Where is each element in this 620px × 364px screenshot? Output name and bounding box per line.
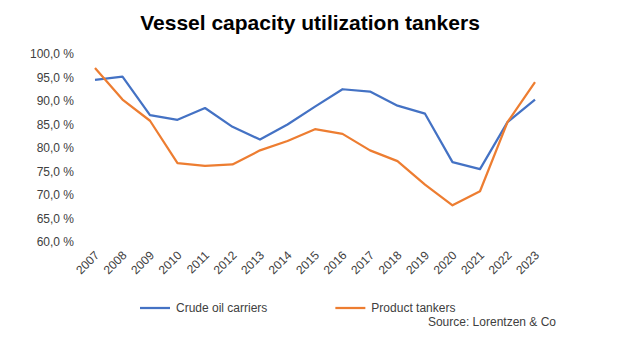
x-tick-label: 2017 (348, 248, 377, 277)
series-line (95, 77, 535, 170)
x-tick-label: 2011 (184, 248, 212, 276)
x-tick-label: 2023 (513, 248, 542, 277)
x-tick-label: 2021 (458, 248, 487, 277)
x-tick-label: 2019 (403, 248, 432, 277)
x-tick-label: 2008 (101, 248, 130, 277)
chart: Vessel capacity utilization tankers 60,0 … (0, 0, 620, 364)
series-line (95, 68, 535, 205)
x-tick-label: 2016 (321, 248, 350, 277)
x-tick-label: 2020 (431, 248, 460, 277)
x-tick-label: 2022 (486, 248, 515, 277)
x-tick-label: 2009 (128, 248, 157, 277)
y-tick-label: 90,0 % (37, 94, 75, 108)
y-tick-label: 75,0 % (37, 165, 75, 179)
legend-swatch (335, 307, 365, 309)
title: Vessel capacity utilization tankers (140, 11, 480, 34)
y-tick-label: 95,0 % (37, 71, 75, 85)
y-tick-label: 80,0 % (37, 141, 75, 155)
x-tick-label: 2012 (211, 248, 240, 277)
y-tick-label: 70,0 % (37, 188, 75, 202)
x-tick-label: 2007 (73, 248, 102, 277)
legend-label: Product tankers (371, 301, 455, 315)
y-tick-label: 65,0 % (37, 212, 75, 226)
y-tick-label: 60,0 % (37, 235, 75, 249)
x-tick-label: 2015 (293, 248, 322, 277)
y-tick-label: 85,0 % (37, 118, 75, 132)
plot-lines (95, 68, 535, 205)
x-tick-label: 2014 (266, 248, 295, 277)
x-tick-label: 2013 (238, 248, 267, 277)
annotation: Source: Lorentzen & Co (428, 315, 556, 329)
x-tick-label: 2018 (376, 248, 405, 277)
legend-label: Crude oil carriers (176, 301, 267, 315)
x-tick-label: 2010 (156, 248, 185, 277)
legend-swatch (140, 307, 170, 309)
y-tick-label: 100,0 % (30, 47, 74, 61)
